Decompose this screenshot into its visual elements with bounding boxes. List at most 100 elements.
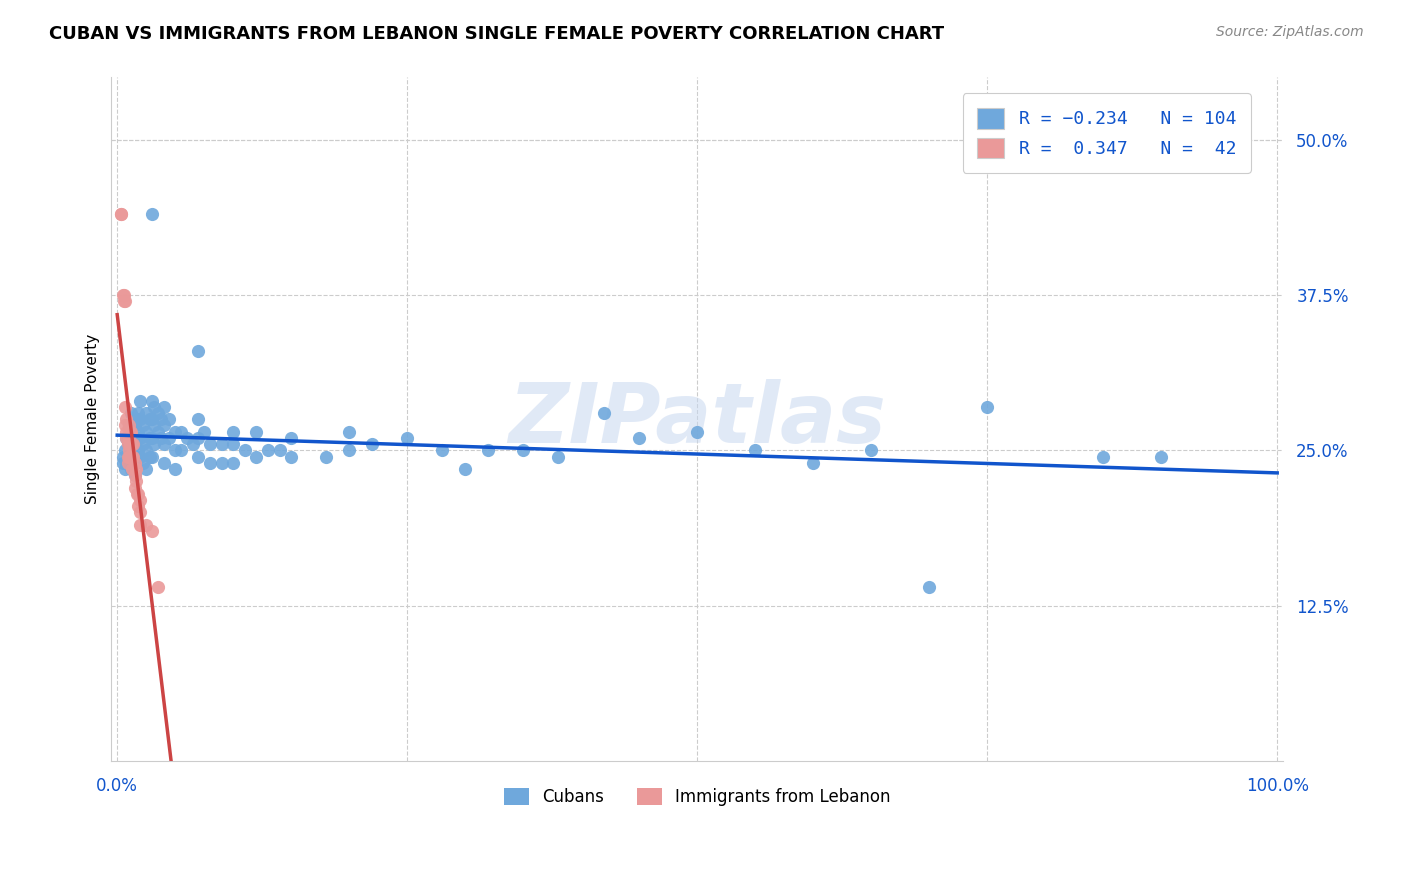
- Point: [115, 412, 138, 426]
- Point: [269, 443, 291, 458]
- Point: [193, 425, 215, 439]
- Point: [361, 437, 384, 451]
- Point: [181, 437, 204, 451]
- Point: [111, 456, 134, 470]
- Point: [141, 412, 163, 426]
- Point: [187, 343, 209, 358]
- Point: [143, 418, 166, 433]
- Point: [122, 450, 145, 464]
- Point: [222, 456, 245, 470]
- Point: [132, 437, 155, 451]
- Point: [124, 468, 146, 483]
- Point: [187, 431, 209, 445]
- Point: [117, 456, 139, 470]
- Point: [124, 456, 146, 470]
- Point: [315, 450, 337, 464]
- Point: [211, 456, 233, 470]
- Point: [593, 406, 616, 420]
- Point: [157, 412, 180, 426]
- Point: [124, 456, 146, 470]
- Point: [117, 450, 139, 464]
- Point: [112, 294, 135, 309]
- Point: [117, 437, 139, 451]
- Point: [124, 481, 146, 495]
- Point: [143, 437, 166, 451]
- Point: [165, 462, 187, 476]
- Point: [245, 425, 267, 439]
- Point: [129, 393, 152, 408]
- Point: [198, 437, 221, 451]
- Point: [125, 450, 148, 464]
- Point: [152, 418, 174, 433]
- Point: [118, 437, 141, 451]
- Point: [135, 406, 157, 420]
- Point: [127, 500, 149, 514]
- Point: [477, 443, 499, 458]
- Point: [1150, 450, 1173, 464]
- Point: [127, 406, 149, 420]
- Point: [121, 418, 143, 433]
- Point: [138, 431, 160, 445]
- Point: [112, 288, 135, 302]
- Point: [744, 443, 766, 458]
- Point: [150, 431, 173, 445]
- Point: [111, 450, 134, 464]
- Point: [150, 412, 173, 426]
- Point: [141, 431, 163, 445]
- Point: [512, 443, 534, 458]
- Point: [120, 406, 142, 420]
- Point: [115, 431, 138, 445]
- Text: Source: ZipAtlas.com: Source: ZipAtlas.com: [1216, 25, 1364, 39]
- Y-axis label: Single Female Poverty: Single Female Poverty: [86, 334, 100, 504]
- Point: [129, 506, 152, 520]
- Point: [138, 412, 160, 426]
- Point: [135, 517, 157, 532]
- Point: [120, 437, 142, 451]
- Point: [146, 425, 169, 439]
- Point: [124, 418, 146, 433]
- Point: [187, 450, 209, 464]
- Point: [222, 437, 245, 451]
- Point: [165, 443, 187, 458]
- Point: [146, 580, 169, 594]
- Point: [337, 425, 360, 439]
- Point: [211, 437, 233, 451]
- Point: [115, 431, 138, 445]
- Point: [132, 418, 155, 433]
- Point: [141, 524, 163, 538]
- Point: [976, 400, 998, 414]
- Point: [118, 443, 141, 458]
- Point: [222, 425, 245, 439]
- Point: [1092, 450, 1115, 464]
- Point: [135, 462, 157, 476]
- Point: [129, 517, 152, 532]
- Point: [135, 443, 157, 458]
- Point: [118, 425, 141, 439]
- Point: [121, 450, 143, 464]
- Point: [152, 437, 174, 451]
- Point: [132, 456, 155, 470]
- Point: [129, 431, 152, 445]
- Point: [124, 437, 146, 451]
- Point: [120, 450, 142, 464]
- Point: [127, 487, 149, 501]
- Point: [121, 462, 143, 476]
- Point: [118, 431, 141, 445]
- Point: [125, 487, 148, 501]
- Point: [118, 437, 141, 451]
- Text: CUBAN VS IMMIGRANTS FROM LEBANON SINGLE FEMALE POVERTY CORRELATION CHART: CUBAN VS IMMIGRANTS FROM LEBANON SINGLE …: [49, 25, 945, 43]
- Point: [918, 580, 941, 594]
- Point: [118, 418, 141, 433]
- Point: [120, 462, 142, 476]
- Point: [280, 431, 302, 445]
- Point: [337, 443, 360, 458]
- Point: [129, 412, 152, 426]
- Point: [114, 462, 136, 476]
- Point: [135, 425, 157, 439]
- Point: [121, 437, 143, 451]
- Point: [187, 412, 209, 426]
- Point: [118, 450, 141, 464]
- Point: [396, 431, 419, 445]
- Point: [280, 450, 302, 464]
- Point: [141, 207, 163, 221]
